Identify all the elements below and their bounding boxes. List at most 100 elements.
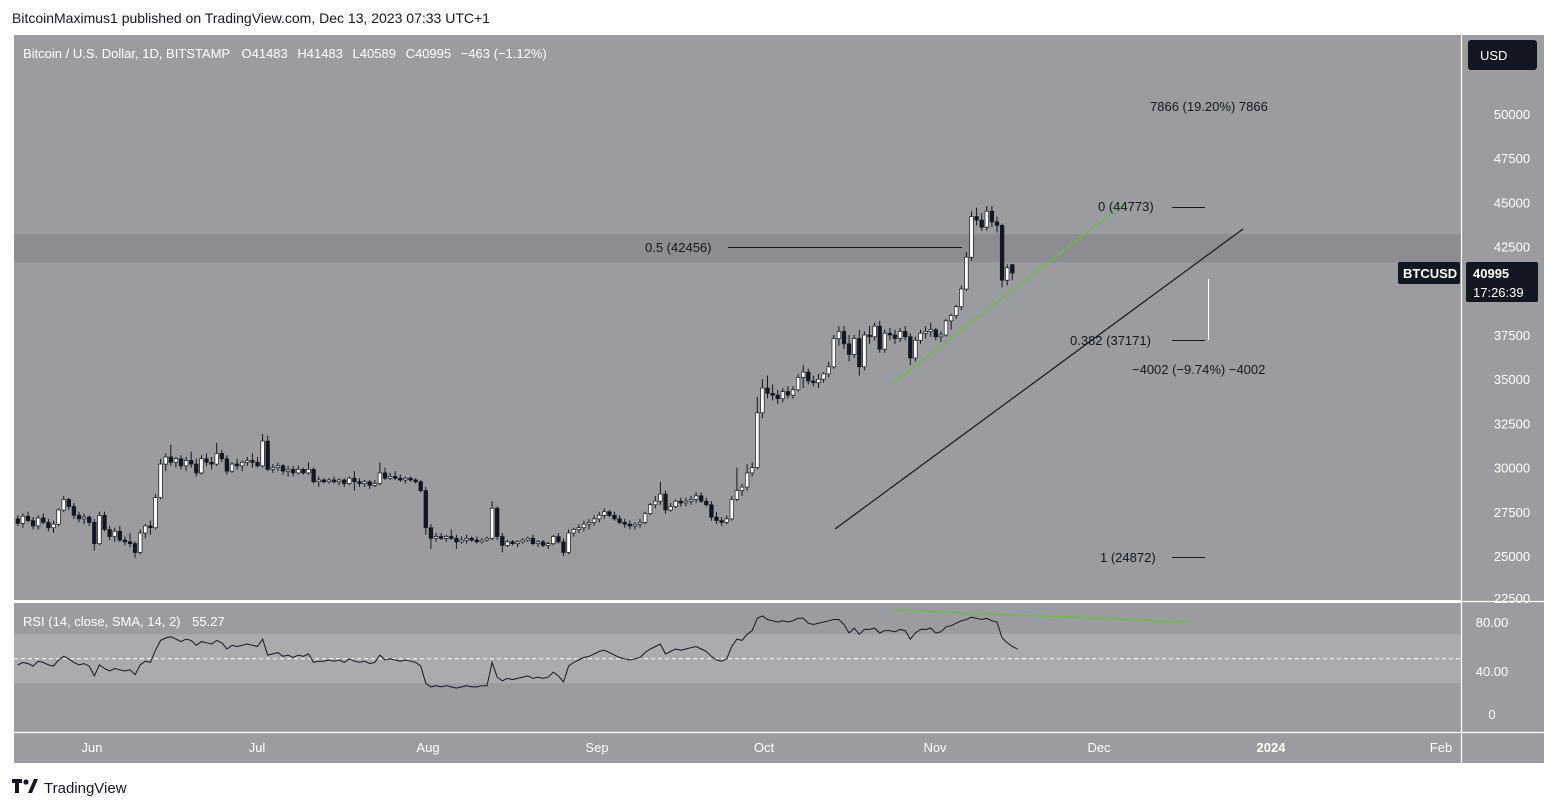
candle-body [97,514,102,544]
candle-body [321,479,326,483]
candle-body [199,458,204,474]
candle [61,495,66,512]
candle-body [311,469,316,483]
last-price-label: BTCUSD 40995 17:26:39 [1398,262,1538,302]
candle-body [270,467,275,470]
candle [836,326,842,346]
candle [673,499,678,509]
candle-body [913,339,918,359]
candle [428,524,434,549]
candle-body [974,216,979,221]
candle-body [908,336,913,359]
candle-body [265,440,270,470]
candle-body [46,522,51,529]
candle [693,492,699,503]
time-axis-ticks: Jun Jul Aug Sep Oct Nov Dec 2024 Feb [82,740,1453,755]
candle-body [750,467,755,474]
candle [826,361,831,378]
candle-body [474,539,479,543]
candle [918,329,923,344]
candle-body [148,525,153,529]
candle-body [877,325,882,350]
candle [852,335,857,358]
candle-body [255,461,260,467]
candle-body [132,543,138,553]
candle-body [948,315,954,322]
candle [36,515,41,530]
candle [581,520,587,532]
time-tick-2024: 2024 [1257,740,1287,755]
candle-body [540,541,546,546]
candle-body [704,500,709,506]
candle-body [357,481,362,484]
candle-body [632,523,638,527]
candle [566,529,571,555]
time-tick-jun: Jun [82,740,103,755]
candle-body [852,338,857,355]
candle [795,373,801,392]
candle-body [622,522,627,525]
candle-body [780,391,785,399]
candle-body [872,325,877,338]
candle-body [597,514,602,520]
candle-body [214,453,219,465]
candle-body [546,543,551,546]
candle-body [923,331,928,334]
candle [311,467,316,484]
candle-body [576,527,581,530]
candle [459,536,464,544]
candle-body [229,463,235,472]
candle [234,458,240,470]
main-pane [14,35,1461,600]
candle [597,511,602,523]
candle-body [739,486,745,491]
price-tick-35000: 35000 [1494,372,1530,387]
candle [709,501,714,521]
candle [15,515,20,526]
price-tick-45000: 45000 [1494,195,1530,210]
candle [127,533,133,548]
rsi-tick-2: 0 [1488,707,1495,722]
time-tick-dec: Dec [1087,740,1111,755]
candle [551,534,556,546]
candle-body [122,539,128,543]
candle-body [760,387,765,414]
candle-body [806,371,811,382]
candle-body [393,476,398,479]
candle-body [178,458,184,467]
candle [556,533,561,544]
candle [663,490,668,514]
candle-body [102,514,107,530]
candle [347,476,352,486]
candle [20,513,26,528]
candle-body [520,539,525,543]
price-tick-27500: 27500 [1494,505,1530,520]
rsi-axis-ticks: 80.00 40.00 0 [1476,615,1509,722]
candle [423,487,428,535]
candle [627,520,632,530]
candle-body [495,507,500,537]
candle-body [841,331,847,345]
candle [331,476,337,484]
candle-body [387,476,393,479]
currency-button[interactable]: USD [1468,40,1537,70]
candle-body [398,477,403,481]
ohlc-change: −463 (−1.12%) [461,46,547,61]
candle [913,336,918,362]
candle-body [744,472,750,488]
candle-body [433,536,439,539]
candle [469,536,474,542]
ticker-badge [1398,262,1460,284]
candle-body [790,389,796,396]
candle [81,513,87,525]
candle-body [795,377,801,391]
candle [535,540,541,548]
candle [678,497,683,507]
candle [199,455,204,475]
candle-body [173,458,179,463]
price-tick-37500: 37500 [1494,328,1530,343]
candle-body [612,514,617,520]
candle-body [30,520,36,527]
candle-body [755,412,760,468]
candle-body [51,523,56,529]
